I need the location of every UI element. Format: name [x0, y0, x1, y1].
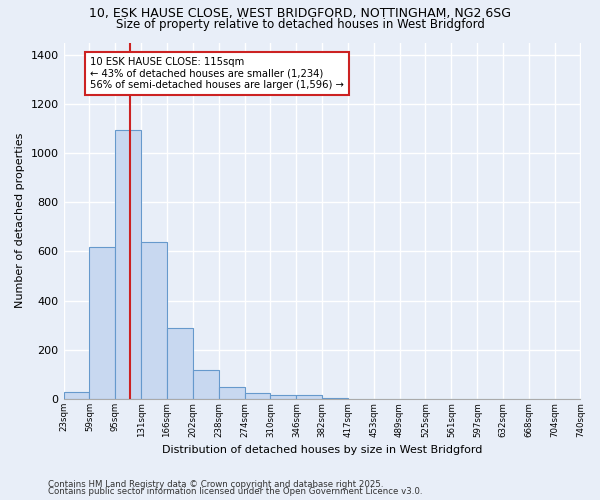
Bar: [193, 370, 218, 399]
Bar: [322, 398, 347, 399]
X-axis label: Distribution of detached houses by size in West Bridgford: Distribution of detached houses by size …: [162, 445, 482, 455]
Text: Contains public sector information licensed under the Open Government Licence v3: Contains public sector information licen…: [48, 487, 422, 496]
Bar: [115, 130, 142, 399]
Bar: [142, 242, 167, 399]
Y-axis label: Number of detached properties: Number of detached properties: [15, 133, 25, 308]
Bar: [218, 386, 245, 399]
Bar: [271, 396, 296, 399]
Text: Size of property relative to detached houses in West Bridgford: Size of property relative to detached ho…: [116, 18, 484, 31]
Bar: [89, 246, 115, 399]
Text: 10 ESK HAUSE CLOSE: 115sqm
← 43% of detached houses are smaller (1,234)
56% of s: 10 ESK HAUSE CLOSE: 115sqm ← 43% of deta…: [90, 58, 344, 90]
Text: 10, ESK HAUSE CLOSE, WEST BRIDGFORD, NOTTINGHAM, NG2 6SG: 10, ESK HAUSE CLOSE, WEST BRIDGFORD, NOT…: [89, 8, 511, 20]
Bar: [296, 396, 322, 399]
Text: Contains HM Land Registry data © Crown copyright and database right 2025.: Contains HM Land Registry data © Crown c…: [48, 480, 383, 489]
Bar: [64, 392, 89, 399]
Bar: [245, 393, 271, 399]
Bar: [167, 328, 193, 399]
